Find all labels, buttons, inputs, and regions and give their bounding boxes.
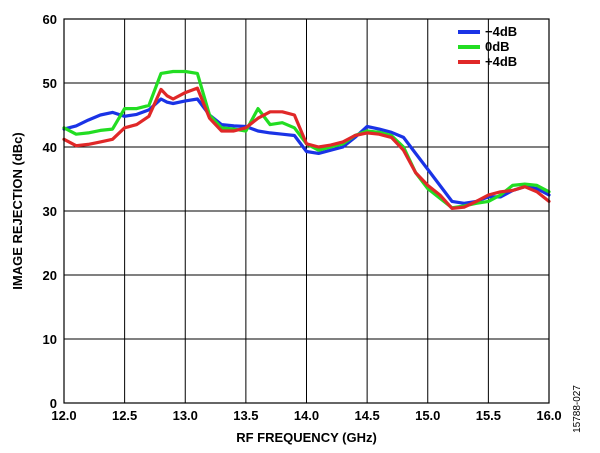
x-tick-label: 14.5	[354, 408, 379, 423]
legend-label-1: 0dB	[485, 39, 510, 54]
legend-label-2: +4dB	[485, 54, 517, 69]
x-tick-label: 16.0	[536, 408, 561, 423]
x-tick-label: 12.5	[112, 408, 137, 423]
legend-label-0: −4dB	[485, 24, 517, 39]
y-tick-label: 0	[50, 396, 57, 411]
x-tick-label: 12.0	[51, 408, 76, 423]
x-tick-label: 13.0	[173, 408, 198, 423]
y-tick-label: 20	[43, 268, 57, 283]
grid	[64, 19, 549, 403]
plot-frame	[63, 18, 550, 404]
x-tick-label: 15.0	[415, 408, 440, 423]
x-axis-label: RF FREQUENCY (GHz)	[236, 430, 377, 445]
series-line-2	[62, 86, 551, 210]
y-axis-label: IMAGE REJECTION (dBc)	[10, 132, 25, 289]
x-tick-label: 15.5	[476, 408, 501, 423]
y-tick-label: 30	[43, 204, 57, 219]
series-group	[62, 69, 551, 210]
y-tick-label: 10	[43, 332, 57, 347]
y-tick-label: 60	[43, 12, 57, 27]
y-tick-label: 40	[43, 140, 57, 155]
figure-id: 15788-027	[572, 385, 583, 433]
y-tick-label: 50	[43, 76, 57, 91]
x-tick-labels: 12.0 12.5 13.0 13.5 14.0 14.5 15.0 15.5 16.0	[51, 408, 561, 423]
x-tick-label: 13.5	[233, 408, 258, 423]
x-tick-label: 14.0	[294, 408, 319, 423]
series-line-0	[62, 97, 551, 205]
y-tick-labels: 0 10 20 30 40 50 60	[43, 12, 57, 411]
